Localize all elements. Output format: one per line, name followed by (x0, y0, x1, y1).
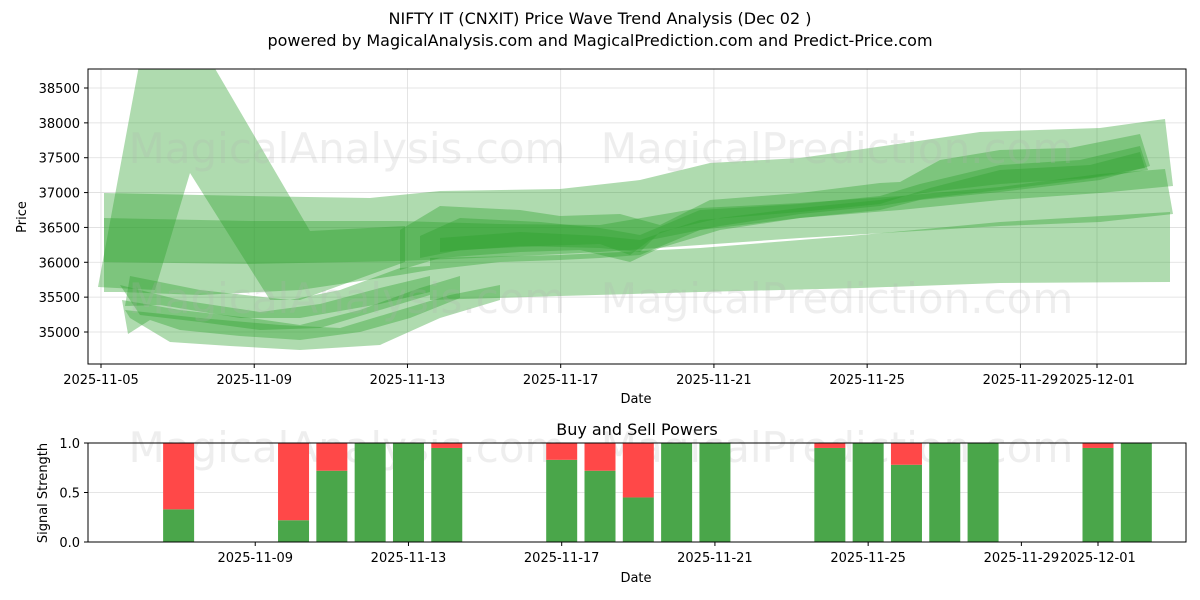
bottom-axis-ticks: 0.0 0.5 1.0 2025-11-09 2025-11-13 2025-11-17 2… (59, 437, 1135, 566)
wave-band (104, 169, 1173, 264)
buy-bar (278, 520, 310, 542)
sell-bar (584, 443, 616, 471)
bottom-x-axis-label: Date (620, 571, 651, 586)
buy-sell-plot: Buy and Sell Powers MagicalAnalysis.com … (36, 420, 1187, 586)
buy-sell-title: Buy and Sell Powers (556, 420, 718, 439)
watermark: MagicalPrediction.com (601, 274, 1074, 323)
y-tick-label: 37000 (39, 187, 80, 202)
wave-band (125, 266, 430, 318)
buy-bar (1120, 443, 1152, 542)
y-tick-label: 0.5 (59, 487, 80, 502)
buy-bar (890, 464, 922, 542)
bottom-y-axis-label: Signal Strength (36, 443, 51, 543)
sell-bar (890, 443, 922, 465)
y-tick-label: 38500 (39, 82, 80, 97)
buy-bar (163, 509, 195, 542)
main-plot-frame (87, 68, 1187, 365)
wave-band (120, 276, 430, 330)
x-tick-label: 2025-11-17 (523, 373, 599, 388)
buy-bar (316, 470, 348, 542)
x-tick-label: 2025-11-17 (524, 551, 600, 566)
y-tick-label: 0.0 (59, 536, 80, 551)
buy-sell-bars (163, 443, 1152, 542)
wave-band (430, 212, 1170, 300)
y-tick-label: 35000 (39, 326, 80, 341)
x-tick-label: 2025-11-25 (829, 373, 905, 388)
x-tick-label: 2025-11-09 (216, 373, 292, 388)
wave-band (440, 152, 1145, 252)
x-tick-label: 2025-11-29 (984, 551, 1060, 566)
y-tick-label: 38000 (39, 117, 80, 132)
sell-bar (431, 443, 463, 448)
x-tick-label: 2025-11-05 (63, 373, 139, 388)
buy-bar (392, 443, 424, 542)
x-tick-label: 2025-11-13 (370, 373, 446, 388)
x-tick-label: 2025-11-13 (371, 551, 447, 566)
wave-band (122, 276, 460, 340)
sell-bar (546, 443, 578, 460)
buy-bar (622, 497, 654, 542)
y-tick-label: 1.0 (59, 437, 80, 452)
sell-bar (163, 443, 195, 510)
buy-bar (546, 459, 578, 542)
y-tick-label: 36000 (39, 256, 80, 271)
buy-bar (661, 443, 693, 542)
main-axis-ticks: 35000 35500 36000 36500 37000 37500 38000 38500… (39, 82, 1135, 388)
watermark: MagicalAnalysis.com (129, 274, 566, 323)
chart-subtitle: powered by MagicalAnalysis.com and Magic… (267, 31, 933, 50)
wave-band (104, 119, 1173, 295)
y-tick-label: 35500 (39, 291, 80, 306)
wave-band (98, 69, 405, 300)
sell-bar (316, 443, 348, 471)
sell-bar (814, 443, 846, 448)
watermark: MagicalAnalysis.com (129, 124, 566, 173)
x-tick-label: 2025-11-29 (983, 373, 1059, 388)
buy-bar (814, 447, 846, 542)
x-tick-label: 2025-11-21 (676, 373, 752, 388)
sell-bar (622, 443, 654, 498)
wave-bands (98, 69, 1173, 350)
x-tick-label: 2025-11-09 (217, 551, 293, 566)
price-plot: MagicalAnalysis.com MagicalPrediction.co… (15, 68, 1187, 407)
watermark: MagicalPrediction.com (601, 124, 1074, 173)
chart-title: NIFTY IT (CNXIT) Price Wave Trend Analys… (388, 9, 812, 28)
x-tick-label: 2025-12-01 (1060, 551, 1136, 566)
buy-bar (584, 470, 616, 542)
x-tick-label: 2025-12-01 (1059, 373, 1135, 388)
sell-bar (1082, 443, 1114, 448)
main-grid (88, 69, 1186, 364)
buy-bar (431, 447, 463, 542)
sell-bar (278, 443, 310, 521)
buy-bar (967, 443, 999, 542)
y-tick-label: 36500 (39, 221, 80, 236)
x-tick-label: 2025-11-25 (830, 551, 906, 566)
buy-bar (929, 443, 961, 542)
main-y-axis-label: Price (15, 201, 30, 233)
wave-band (125, 285, 500, 350)
x-tick-label: 2025-11-21 (677, 551, 753, 566)
wave-band (420, 146, 1148, 258)
main-x-axis-label: Date (620, 392, 651, 407)
buy-bar (354, 443, 386, 542)
buy-bar (1082, 447, 1114, 542)
y-tick-label: 37500 (39, 152, 80, 167)
buy-bar (852, 443, 884, 542)
buy-bar (699, 443, 731, 542)
wave-band (400, 134, 1150, 270)
